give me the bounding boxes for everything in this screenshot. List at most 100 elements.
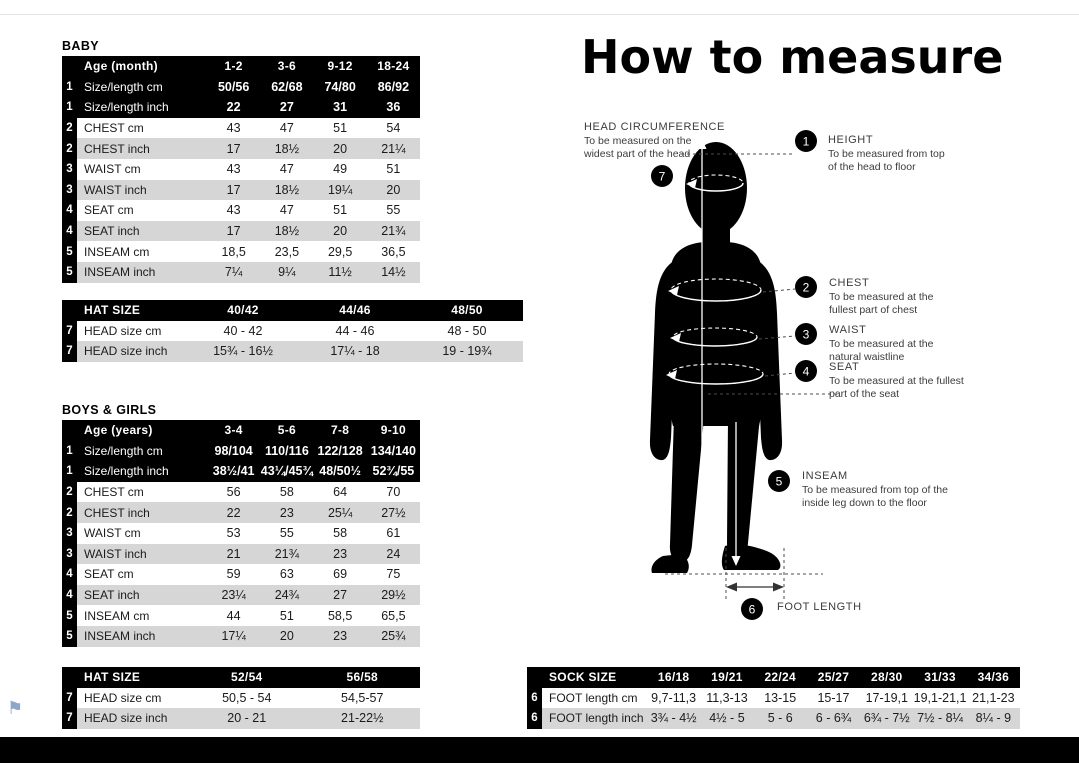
cell-value: 23: [333, 546, 348, 561]
cell-value: 27½: [381, 505, 406, 520]
table-row: 2 CHEST inch 22 23 25¼ 27½: [62, 502, 420, 523]
page-heading: How to measure: [581, 30, 1004, 84]
cell-value: 18½: [274, 182, 300, 197]
row-number-badge: 7: [62, 687, 77, 709]
annotation-desc: To be measured at the fullest part of th…: [829, 375, 964, 400]
annotation-chest: CHEST To be measured at the fullest part…: [829, 277, 999, 316]
cell-value: 40 - 42: [223, 323, 263, 338]
chest-measure-ellipse: [668, 278, 762, 302]
cell-value: 47: [279, 203, 294, 218]
cell-value: 48 - 50: [447, 323, 487, 338]
row-number-badge: 7: [62, 341, 77, 362]
annotation-title: SEAT: [829, 361, 860, 373]
row-label: CHEST cm: [84, 121, 144, 136]
callout-6: 6: [741, 598, 763, 620]
row-label: Size/length cm: [84, 79, 163, 94]
row-number-badge: [62, 300, 77, 321]
row-number-badge: 4: [62, 564, 77, 585]
annotation-title: HEAD CIRCUMFERENCE: [584, 121, 725, 133]
callout-5: 5: [768, 470, 790, 492]
row-number-badge: 2: [62, 138, 77, 159]
cell-value: 8¼ - 9: [975, 711, 1012, 726]
table-row: 7 HEAD size inch 20 - 21 21-22½: [62, 708, 420, 729]
column-header: 16/18: [657, 670, 690, 685]
row-number-badge: 4: [62, 200, 77, 221]
annotation-desc: To be measured at the fullest part of ch…: [829, 291, 934, 316]
row-label: Size/length inch: [84, 100, 169, 115]
row-label: HEAD size inch: [84, 711, 168, 726]
kids-hat-size-table: HAT SIZE 52/54 56/58 7 HEAD size cm 50,5 - 54…: [62, 667, 420, 729]
cell-value: 43: [226, 121, 241, 136]
cell-value: 54,5-57: [341, 690, 384, 705]
cell-value: 86/92: [377, 79, 410, 94]
cell-value: 20 - 21: [227, 711, 267, 726]
row-number-badge: 3: [62, 179, 77, 201]
column-header-label: SOCK SIZE: [549, 670, 617, 685]
table-row: 6 FOOT length inch 3¾ - 4½ 4½ - 5 5 - 6 6 - 6…: [527, 708, 1020, 729]
cell-value: 21¾: [274, 546, 300, 561]
svg-text:1: 1: [803, 135, 810, 149]
cell-value: 52¾/55: [372, 464, 415, 479]
cell-value: 20: [279, 629, 294, 644]
column-header: 31/33: [924, 670, 956, 685]
callout-1: 1: [795, 130, 817, 152]
row-label: WAIST inch: [84, 546, 147, 561]
table-row: 4 SEAT cm 43 47 51 55: [62, 200, 420, 221]
row-number-badge: 5: [62, 261, 77, 283]
cell-value: 22: [226, 505, 241, 520]
column-header-label: HAT SIZE: [84, 303, 141, 318]
annotation-desc: To be measured from top of the inside le…: [802, 484, 948, 509]
cell-value: 14½: [381, 265, 406, 280]
flag-icon[interactable]: ⚑: [7, 698, 24, 718]
cell-value: 98/104: [214, 443, 253, 458]
annotation-head-circumference: HEAD CIRCUMFERENCE To be measured on the…: [584, 121, 744, 160]
cell-value: 23: [333, 629, 348, 644]
row-number-badge: 7: [62, 320, 77, 342]
row-label: Size/length cm: [84, 443, 163, 458]
column-header: 25/27: [817, 670, 850, 685]
callout-7: 7: [651, 165, 673, 187]
row-number-badge: 1: [62, 76, 77, 98]
table-row: 1 Size/length inch 22 27 31 36: [62, 97, 420, 118]
row-number-badge: 2: [62, 481, 77, 503]
annotation-waist: WAIST To be measured at the natural wais…: [829, 324, 999, 363]
cell-value: 59: [226, 567, 241, 582]
cell-value: 19 - 19¾: [442, 344, 492, 359]
row-label: HEAD size cm: [84, 690, 162, 705]
cell-value: 20: [333, 141, 348, 156]
row-number-badge: 6: [527, 708, 542, 729]
cell-value: 51: [333, 203, 348, 218]
cell-value: 18½: [274, 224, 300, 239]
column-header: 18-24: [377, 59, 410, 74]
table-row: 5 INSEAM inch 7¼ 9¼ 11½ 14½: [62, 261, 420, 283]
table-header-row: Age (month) 1-2 3-6 9-12 18-24: [62, 56, 420, 77]
cell-value: 20: [333, 224, 348, 239]
cell-value: 63: [279, 567, 294, 582]
table-header-row: SOCK SIZE 16/18 19/21 22/24 25/27 28/30 31/33 3…: [527, 667, 1020, 688]
table-row: 1 Size/length cm 98/104 110/116 122/128 134/1…: [62, 440, 420, 462]
annotation-seat: SEAT To be measured at the fullest part …: [829, 361, 1009, 400]
table-row: 5 INSEAM inch 17¼ 20 23 25¾: [62, 625, 420, 647]
row-number-badge: 4: [62, 220, 77, 242]
cell-value: 17¼: [221, 629, 246, 644]
cell-value: 58: [279, 485, 294, 500]
cell-value: 75: [386, 567, 401, 582]
row-label: SEAT cm: [84, 567, 134, 582]
cell-value: 21: [226, 546, 241, 561]
cell-value: 22: [226, 100, 241, 115]
row-label: SEAT cm: [84, 203, 134, 218]
boys-girls-size-table: Age (years) 3-4 5-6 7-8 9-10 1 Size/length cm 9…: [62, 420, 420, 647]
column-header: 3-4: [224, 423, 243, 438]
how-to-measure-figure: 1 7 2 3 4 5 6: [649, 130, 838, 620]
cell-value: 49: [333, 162, 348, 177]
row-number-badge: 3: [62, 543, 77, 565]
row-number-badge: [62, 420, 77, 441]
table-row: 2 CHEST cm 43 47 51 54: [62, 117, 420, 139]
table-row: 4 SEAT inch 23¼ 24¾ 27 29½: [62, 584, 420, 606]
cell-value: 6 - 6¾: [815, 711, 852, 726]
row-number-badge: 4: [62, 584, 77, 606]
row-number-badge: 1: [62, 440, 77, 462]
table-row: 5 INSEAM cm 44 51 58,5 65,5: [62, 605, 420, 626]
cell-value: 70: [386, 485, 401, 500]
cell-value: 122/128: [317, 443, 363, 458]
